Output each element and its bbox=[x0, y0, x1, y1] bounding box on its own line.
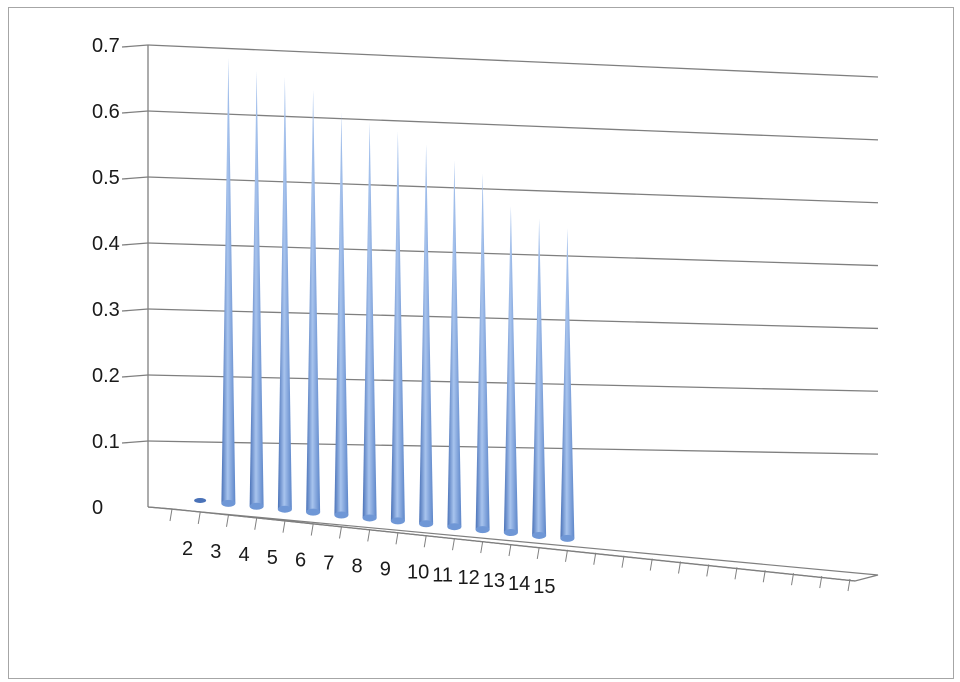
gridline-side bbox=[121, 44, 149, 48]
x-tick-label: 5 bbox=[267, 547, 278, 569]
gridline bbox=[147, 110, 879, 141]
x-tick-label: 7 bbox=[323, 553, 334, 575]
x-tick bbox=[423, 535, 427, 548]
x-tick bbox=[310, 523, 314, 536]
bar-cone bbox=[475, 173, 490, 530]
bar-cone bbox=[503, 205, 518, 533]
x-tick-label: 15 bbox=[533, 576, 555, 598]
x-tick bbox=[282, 520, 286, 533]
x-tick-label: 3 bbox=[210, 541, 221, 563]
bar-cone bbox=[532, 218, 547, 536]
x-tick bbox=[452, 538, 455, 551]
bar-cone bbox=[277, 76, 292, 510]
floor-edge bbox=[147, 506, 173, 510]
x-tick-label: 4 bbox=[239, 544, 250, 566]
x-tick bbox=[169, 508, 173, 522]
gridline bbox=[147, 242, 879, 267]
x-tick bbox=[706, 564, 710, 577]
bar-base bbox=[447, 523, 462, 531]
bar-cone bbox=[560, 228, 575, 539]
bar-base bbox=[334, 511, 349, 519]
bar-cone bbox=[334, 112, 349, 516]
y-tick-label: 0.5 bbox=[92, 167, 120, 189]
x-tick-label: 14 bbox=[508, 573, 530, 595]
bar-cone bbox=[249, 70, 264, 507]
x-tick bbox=[508, 543, 512, 557]
bar-cone bbox=[221, 57, 236, 504]
x-tick bbox=[649, 558, 653, 571]
x-tick bbox=[395, 532, 399, 545]
x-tick bbox=[762, 570, 766, 583]
gridline-side bbox=[121, 176, 149, 180]
x-axis: 2 3 4 5 6 7 8 9 10 11 12 13 14 15 bbox=[147, 506, 879, 598]
x-tick-label: 9 bbox=[380, 558, 391, 580]
y-tick-label: 0.6 bbox=[92, 101, 120, 123]
bar-base bbox=[362, 514, 377, 522]
x-tick bbox=[226, 514, 229, 527]
bar-base bbox=[277, 505, 292, 513]
bar-base bbox=[419, 520, 434, 528]
bar-cone bbox=[362, 121, 377, 518]
bar-base bbox=[221, 499, 236, 507]
y-axis: 0 0.1 0.2 0.3 0.4 0.5 0.6 0.7 bbox=[92, 35, 149, 519]
x-tick-label: 6 bbox=[295, 550, 306, 572]
gridlines bbox=[121, 44, 879, 455]
bar-base bbox=[475, 526, 490, 534]
x-tick bbox=[819, 576, 823, 589]
y-tick-label: 0 bbox=[92, 497, 103, 519]
gridline bbox=[147, 44, 879, 78]
gridline-side bbox=[121, 308, 149, 312]
gridline-side bbox=[121, 242, 149, 246]
bar-base bbox=[503, 529, 518, 537]
gridline-side bbox=[121, 110, 149, 114]
y-tick-label: 0.2 bbox=[92, 365, 120, 387]
x-tick bbox=[678, 561, 681, 574]
gridline-side bbox=[121, 374, 149, 378]
x-tick-label: 8 bbox=[352, 556, 363, 578]
y-tick-label: 0.3 bbox=[92, 299, 120, 321]
bar-base bbox=[560, 534, 575, 542]
bar-base bbox=[306, 508, 321, 516]
x-tick-label: 12 bbox=[458, 567, 480, 589]
x-tick bbox=[565, 549, 568, 562]
x-tick bbox=[791, 573, 794, 586]
bar-cone bbox=[390, 131, 405, 521]
x-tick-label: 2 bbox=[182, 538, 193, 560]
bar-base bbox=[532, 531, 547, 539]
bars bbox=[194, 57, 575, 542]
x-tick-label: 10 bbox=[407, 561, 429, 583]
bar-base bbox=[390, 517, 405, 525]
x-tick-label: 11 bbox=[432, 564, 453, 586]
x-axis-line bbox=[171, 508, 856, 582]
bar-base bbox=[194, 497, 207, 503]
gridline-side bbox=[121, 440, 149, 444]
x-tick bbox=[734, 567, 738, 580]
x-tick bbox=[367, 529, 371, 542]
x-tick bbox=[536, 546, 540, 559]
bar-base bbox=[249, 502, 264, 510]
x-tick bbox=[847, 578, 851, 592]
y-tick-label: 0.7 bbox=[92, 35, 120, 57]
x-tick bbox=[621, 555, 625, 568]
x-tick bbox=[254, 517, 258, 530]
bar-cone bbox=[306, 89, 321, 513]
x-tick bbox=[197, 511, 201, 524]
gridline bbox=[147, 176, 879, 204]
x-tick bbox=[480, 541, 484, 554]
y-tick-label: 0.4 bbox=[92, 233, 120, 255]
x-tick bbox=[339, 526, 342, 539]
x-tick-label: 13 bbox=[483, 570, 505, 592]
y-tick-label: 0.1 bbox=[92, 431, 120, 453]
x-tick bbox=[593, 552, 597, 565]
bar-cone bbox=[447, 160, 462, 527]
bar-cone bbox=[419, 144, 434, 524]
